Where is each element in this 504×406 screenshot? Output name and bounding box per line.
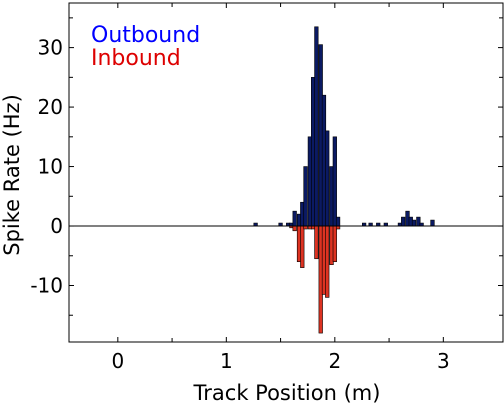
inbound-bar xyxy=(314,225,319,260)
outbound-bar xyxy=(332,136,337,227)
x-tick-label: 3 xyxy=(437,349,450,373)
inbound-bar xyxy=(292,225,297,232)
legend-entry-inbound: Inbound xyxy=(91,46,181,71)
outbound-bar xyxy=(303,166,308,227)
y-tick-label: 10 xyxy=(38,155,63,179)
outbound-bar xyxy=(292,210,297,227)
x-tick-label: 1 xyxy=(220,349,233,373)
ticks-layer xyxy=(69,3,503,342)
outbound-bar xyxy=(335,216,341,227)
y-axis-label: Spike Rate (Hz) xyxy=(0,94,24,256)
outbound-bar xyxy=(411,219,417,227)
inbound-bar xyxy=(300,225,305,268)
x-tick-label: 2 xyxy=(328,349,341,373)
tick-labels-layer: 0 1 2 3 -10 0 10 20 30 xyxy=(30,36,449,373)
outbound-bar xyxy=(401,216,406,227)
y-tick-label: 20 xyxy=(38,95,63,119)
x-tick-label: 0 xyxy=(111,349,124,373)
plot-frame xyxy=(68,2,504,343)
legend-entry-outbound: Outbound xyxy=(91,23,200,48)
bars-layer xyxy=(253,26,435,334)
x-axis-label: Track Position (m) xyxy=(193,381,381,405)
outbound-bar xyxy=(325,130,330,227)
y-tick-label: -10 xyxy=(30,274,63,298)
inbound-bar xyxy=(332,225,337,263)
outbound-bar xyxy=(430,219,435,227)
y-tick-label: 0 xyxy=(50,214,63,238)
inbound-bar xyxy=(325,225,330,298)
y-tick-label: 30 xyxy=(38,36,63,60)
outbound-bar xyxy=(314,26,319,227)
